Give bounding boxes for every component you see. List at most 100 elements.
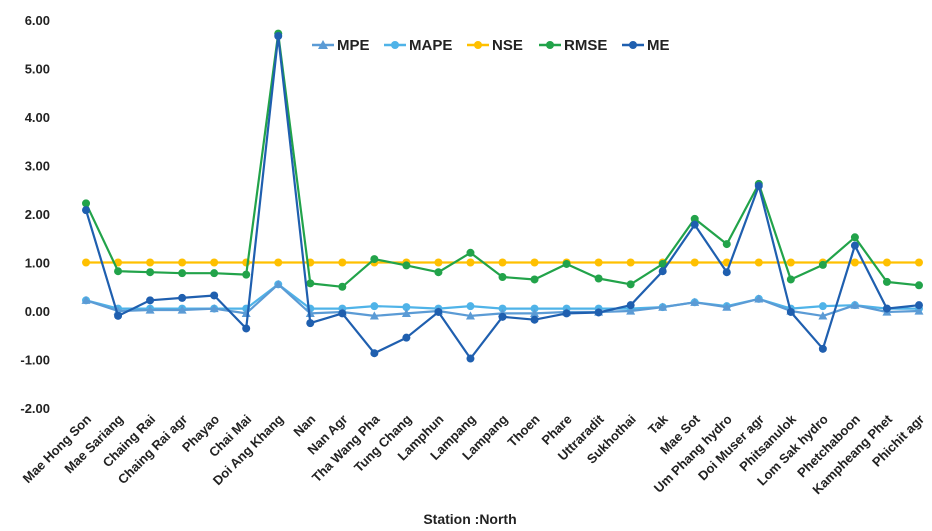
data-point-me xyxy=(370,349,379,358)
data-point-mpe xyxy=(850,300,860,309)
series-me xyxy=(82,32,923,363)
data-point-mpe xyxy=(177,305,187,314)
y-tick-label: -1.00 xyxy=(20,353,50,368)
data-point-rmse xyxy=(498,273,507,282)
data-point-mpe xyxy=(818,311,828,320)
data-point-rmse xyxy=(178,269,187,278)
data-point-rmse xyxy=(818,260,827,269)
data-point-mape xyxy=(370,302,379,311)
data-point-mpe xyxy=(690,297,700,306)
data-point-rmse xyxy=(594,274,603,283)
data-point-mpe xyxy=(626,306,636,315)
data-point-mpe xyxy=(914,306,924,315)
legend-item-rmse: RMSE xyxy=(539,37,607,54)
data-point-rmse xyxy=(562,259,571,268)
data-point-mpe xyxy=(273,279,283,288)
legend: MPE MAPE NSE RMSE ME xyxy=(312,37,670,54)
data-point-nse xyxy=(178,258,187,267)
data-point-me xyxy=(690,220,699,229)
data-point-rmse xyxy=(658,259,667,268)
data-point-mape xyxy=(498,304,507,313)
data-point-nse xyxy=(82,258,91,267)
series-rmse xyxy=(82,29,923,291)
data-point-me xyxy=(210,291,219,300)
legend-item-mape: MAPE xyxy=(384,37,452,54)
data-point-mpe xyxy=(530,308,540,318)
data-point-mpe xyxy=(658,302,668,311)
data-point-rmse xyxy=(850,233,859,242)
data-point-mape xyxy=(402,303,411,312)
legend-label-rmse: RMSE xyxy=(564,37,607,54)
data-point-mpe xyxy=(722,302,732,311)
data-point-me xyxy=(306,319,315,328)
data-point-rmse xyxy=(402,261,411,270)
data-point-rmse xyxy=(530,275,539,284)
data-point-me xyxy=(242,324,251,333)
series-layer xyxy=(81,29,924,363)
data-point-me xyxy=(626,301,635,310)
data-point-mpe xyxy=(209,304,219,313)
data-point-me xyxy=(178,293,187,302)
data-point-me xyxy=(402,333,411,342)
data-point-me xyxy=(498,312,507,321)
data-point-mpe xyxy=(145,305,155,314)
data-point-me xyxy=(658,267,667,276)
data-point-rmse xyxy=(786,275,795,284)
data-point-nse xyxy=(882,258,891,267)
data-point-nse xyxy=(914,258,923,267)
data-point-me xyxy=(594,308,603,317)
y-tick-label: 2.00 xyxy=(25,207,50,222)
data-point-me xyxy=(82,206,91,215)
data-point-mpe xyxy=(401,308,411,318)
data-point-rmse xyxy=(370,255,379,264)
y-tick-label: 5.00 xyxy=(25,62,50,77)
data-point-rmse xyxy=(722,240,731,249)
y-tick-label: 3.00 xyxy=(25,159,50,174)
data-point-nse xyxy=(338,258,347,267)
data-point-nse xyxy=(754,258,763,267)
legend-label-me: ME xyxy=(647,37,670,54)
data-point-rmse xyxy=(338,282,347,291)
legend-marker-mape xyxy=(391,41,399,49)
data-point-nse xyxy=(626,258,635,267)
data-point-me xyxy=(530,315,539,324)
data-point-mape xyxy=(466,302,475,311)
data-point-me xyxy=(850,241,859,250)
data-point-mpe xyxy=(305,308,315,318)
x-tick-label: Tak xyxy=(645,411,671,437)
series-nse xyxy=(82,258,923,267)
data-point-me xyxy=(562,309,571,318)
data-point-me xyxy=(434,307,443,316)
data-point-nse xyxy=(786,258,795,267)
data-point-me xyxy=(786,307,795,316)
y-tick-label: 6.00 xyxy=(25,13,50,28)
data-point-mpe xyxy=(465,311,475,320)
data-point-nse xyxy=(466,258,475,267)
data-point-rmse xyxy=(306,279,315,288)
data-point-rmse xyxy=(242,270,251,279)
x-tick-label: Nan xyxy=(290,411,318,439)
legend-marker-mpe xyxy=(318,40,328,49)
data-point-rmse xyxy=(690,214,699,223)
legend-item-me: ME xyxy=(622,37,670,54)
data-point-me xyxy=(882,304,891,313)
legend-marker-rmse xyxy=(546,41,554,49)
data-point-nse xyxy=(690,258,699,267)
legend-marker-me xyxy=(629,41,637,49)
legend-item-mpe: MPE xyxy=(312,37,370,54)
data-point-nse xyxy=(498,258,507,267)
data-point-mpe xyxy=(369,311,379,320)
legend-marker-nse xyxy=(474,41,482,49)
data-point-nse xyxy=(594,258,603,267)
data-point-rmse xyxy=(466,248,475,257)
data-point-nse xyxy=(530,258,539,267)
data-point-me xyxy=(914,301,923,310)
data-point-mape xyxy=(530,304,539,313)
data-point-rmse xyxy=(210,269,219,278)
data-point-me xyxy=(338,309,347,318)
data-point-mape xyxy=(818,302,827,311)
legend-label-nse: NSE xyxy=(492,37,523,54)
y-tick-label: 4.00 xyxy=(25,110,50,125)
